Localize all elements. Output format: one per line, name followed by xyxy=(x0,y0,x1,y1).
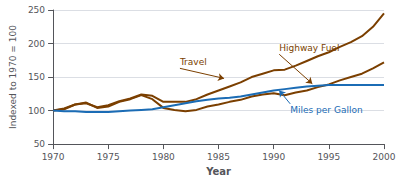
svg-text:Highway Fuel: Highway Fuel xyxy=(279,43,339,53)
svg-text:1995: 1995 xyxy=(317,152,340,162)
svg-text:50: 50 xyxy=(34,139,46,149)
svg-text:Year: Year xyxy=(205,166,231,177)
svg-text:1975: 1975 xyxy=(97,152,120,162)
svg-text:Indexed to 1970 = 100: Indexed to 1970 = 100 xyxy=(8,25,18,129)
svg-text:150: 150 xyxy=(28,72,45,82)
svg-text:1990: 1990 xyxy=(262,152,285,162)
svg-text:Miles per Gallon: Miles per Gallon xyxy=(290,105,362,115)
svg-text:100: 100 xyxy=(28,106,45,116)
svg-text:2000: 2000 xyxy=(373,152,396,162)
svg-text:200: 200 xyxy=(28,39,45,49)
svg-text:Travel: Travel xyxy=(179,57,207,67)
svg-text:1970: 1970 xyxy=(42,152,65,162)
svg-text:1980: 1980 xyxy=(152,152,175,162)
svg-text:1985: 1985 xyxy=(207,152,230,162)
svg-text:250: 250 xyxy=(28,5,45,15)
